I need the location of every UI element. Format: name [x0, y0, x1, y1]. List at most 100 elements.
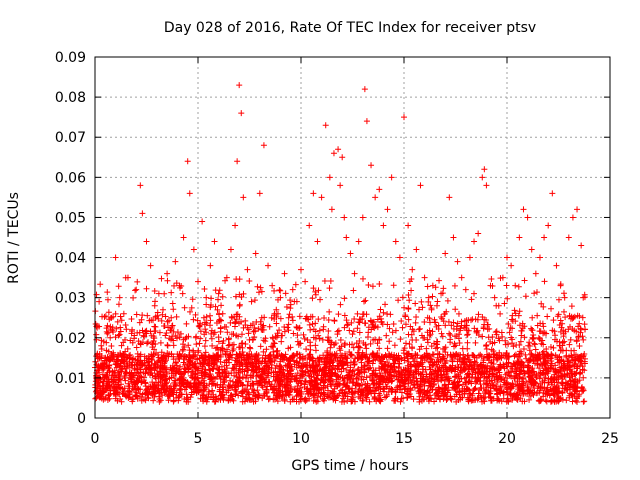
background-point	[510, 343, 517, 350]
background-point	[362, 362, 369, 369]
background-point	[494, 395, 501, 402]
background-point	[443, 396, 450, 403]
background-point	[281, 371, 288, 378]
background-point	[222, 277, 229, 284]
background-point	[560, 360, 567, 367]
background-point	[325, 317, 332, 324]
background-point	[118, 342, 125, 349]
background-point	[195, 365, 202, 372]
background-point	[119, 385, 126, 392]
background-point	[464, 332, 471, 339]
background-point	[225, 342, 232, 349]
background-point	[103, 373, 110, 380]
data-point	[401, 114, 407, 121]
background-point	[348, 372, 355, 379]
background-point	[162, 352, 169, 359]
background-point	[254, 393, 261, 400]
background-point	[580, 398, 587, 405]
background-point	[252, 398, 259, 405]
data-point	[487, 282, 494, 289]
background-point	[544, 384, 551, 391]
background-point	[147, 365, 154, 372]
background-point	[515, 283, 522, 290]
background-point	[168, 374, 175, 381]
background-point	[509, 340, 516, 347]
background-point	[114, 397, 121, 404]
background-point	[511, 307, 518, 314]
background-point	[576, 343, 583, 350]
data-point	[168, 314, 175, 321]
background-point	[305, 372, 312, 379]
background-point	[465, 327, 472, 334]
background-point	[565, 357, 572, 364]
background-point	[98, 361, 105, 368]
background-point	[110, 349, 117, 356]
background-point	[124, 354, 131, 361]
background-point	[455, 373, 462, 380]
background-point	[419, 304, 426, 311]
background-point	[201, 285, 208, 292]
background-point	[537, 355, 544, 362]
data-point	[578, 242, 585, 249]
background-point	[350, 328, 357, 335]
background-point	[563, 397, 570, 404]
background-point	[260, 348, 267, 355]
background-point	[219, 384, 226, 391]
data-point	[532, 270, 539, 277]
background-point	[117, 351, 124, 358]
data-point	[285, 314, 292, 321]
background-point	[424, 283, 431, 290]
data-point	[442, 250, 449, 257]
background-point	[418, 354, 425, 361]
background-point	[542, 362, 549, 369]
background-point	[232, 318, 239, 325]
background-point	[483, 387, 490, 394]
background-point	[410, 396, 417, 403]
background-point	[501, 300, 508, 307]
background-point	[521, 277, 528, 284]
background-point	[209, 387, 216, 394]
background-point	[560, 290, 567, 297]
background-point	[249, 336, 256, 343]
background-point	[170, 306, 177, 313]
background-point	[265, 364, 272, 371]
background-point	[200, 392, 207, 399]
background-point	[117, 313, 124, 320]
background-point	[417, 370, 424, 377]
background-point	[104, 289, 111, 296]
background-point	[344, 321, 351, 328]
background-point	[509, 380, 516, 387]
background-point	[547, 343, 554, 350]
background-point	[371, 396, 378, 403]
data-point	[553, 262, 560, 269]
background-point	[466, 396, 473, 403]
data-point	[244, 266, 251, 273]
background-point	[236, 375, 243, 382]
background-point	[116, 371, 123, 378]
background-point	[426, 315, 433, 322]
data-point	[248, 298, 255, 305]
background-point	[229, 384, 236, 391]
background-point	[548, 305, 555, 312]
background-point	[246, 350, 253, 357]
background-point	[382, 301, 389, 308]
background-point	[209, 366, 216, 373]
background-point	[257, 284, 264, 291]
background-point	[349, 331, 356, 338]
background-point	[301, 383, 308, 390]
background-point	[456, 339, 463, 346]
background-point	[134, 357, 141, 364]
data-point	[203, 294, 210, 301]
background-point	[311, 394, 318, 401]
background-point	[223, 372, 230, 379]
data-point	[574, 206, 581, 213]
background-point	[158, 349, 165, 356]
background-point	[506, 329, 513, 336]
y-tick-label: 0.01	[55, 371, 86, 387]
background-point	[203, 313, 210, 320]
data-point	[516, 234, 523, 241]
data-point	[363, 118, 370, 125]
background-point	[325, 328, 332, 335]
data-point	[298, 266, 304, 273]
background-point	[541, 354, 548, 361]
